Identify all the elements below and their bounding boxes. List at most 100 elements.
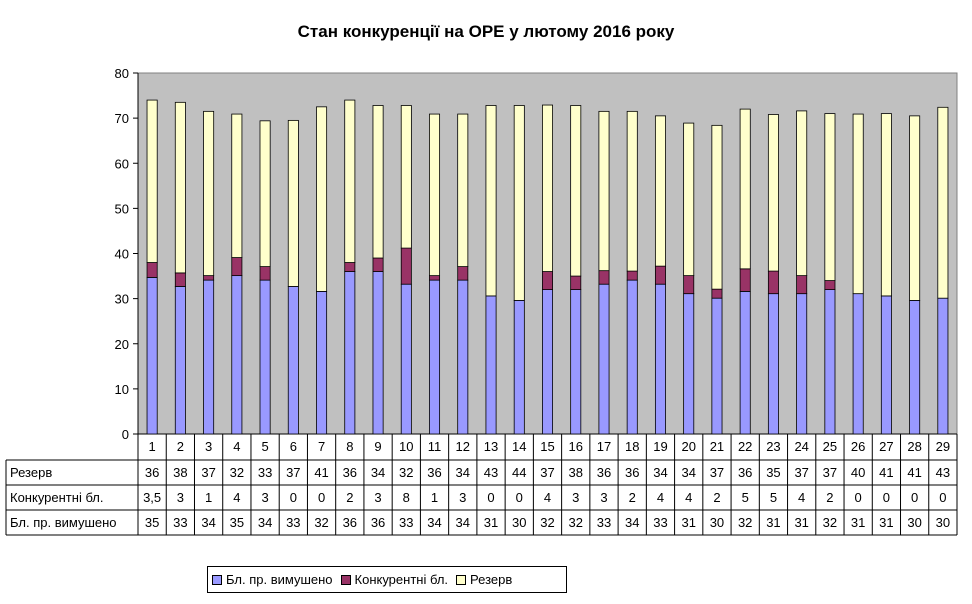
bar-reserve bbox=[146, 99, 158, 263]
data-label: 0 bbox=[487, 490, 494, 505]
bar-reserve bbox=[485, 105, 497, 297]
chart-title: Стан конкуренції на ОРЕ у лютому 2016 ро… bbox=[297, 22, 675, 41]
table-row-label: Конкурентні бл. bbox=[10, 490, 104, 505]
data-label: 35 bbox=[766, 465, 780, 480]
data-label: 34 bbox=[371, 465, 385, 480]
bar-competitive bbox=[203, 275, 215, 281]
bar-competitive bbox=[372, 257, 384, 272]
legend-label-reserve: Резерв bbox=[470, 572, 513, 587]
x-tick-label: 14 bbox=[512, 439, 526, 454]
table-row-label: Резерв bbox=[10, 465, 52, 480]
x-tick-label: 29 bbox=[936, 439, 950, 454]
bar-reserve bbox=[429, 113, 441, 277]
bar-forced bbox=[824, 289, 836, 435]
data-label: 0 bbox=[516, 490, 523, 505]
x-tick-label: 21 bbox=[710, 439, 724, 454]
bar-reserve bbox=[344, 99, 356, 263]
data-label: 43 bbox=[936, 465, 950, 480]
bar-reserve bbox=[654, 115, 666, 267]
x-tick-label: 10 bbox=[399, 439, 413, 454]
bar-reserve bbox=[683, 122, 695, 277]
y-tick-label: 30 bbox=[115, 292, 129, 307]
data-label: 37 bbox=[710, 465, 724, 480]
data-label: 34 bbox=[456, 515, 470, 530]
data-label: 32 bbox=[569, 515, 583, 530]
bar-competitive bbox=[683, 275, 695, 295]
bar-competitive bbox=[344, 262, 356, 272]
bar-forced bbox=[485, 295, 497, 435]
bar-reserve bbox=[570, 105, 582, 277]
table-row-label: Бл. пр. вимушено bbox=[10, 515, 117, 530]
data-label: 2 bbox=[346, 490, 353, 505]
bar-competitive bbox=[231, 257, 243, 277]
data-label: 32 bbox=[823, 515, 837, 530]
bar-forced bbox=[287, 286, 299, 435]
bar-competitive bbox=[570, 275, 582, 291]
data-label: 36 bbox=[625, 465, 639, 480]
data-label: 33 bbox=[173, 515, 187, 530]
data-label: 32 bbox=[738, 515, 752, 530]
data-label: 31 bbox=[794, 515, 808, 530]
y-tick-label: 0 bbox=[122, 427, 129, 442]
bar-forced bbox=[739, 291, 751, 435]
bar-reserve bbox=[287, 119, 299, 287]
bar-forced bbox=[372, 271, 384, 435]
bar-competitive bbox=[174, 272, 186, 287]
bar-reserve bbox=[598, 110, 610, 272]
bar-competitive bbox=[259, 266, 271, 281]
x-tick-label: 27 bbox=[879, 439, 893, 454]
data-label: 4 bbox=[657, 490, 664, 505]
data-label: 36 bbox=[343, 515, 357, 530]
y-tick-label: 60 bbox=[115, 156, 129, 171]
data-label: 2 bbox=[629, 490, 636, 505]
x-tick-label: 17 bbox=[597, 439, 611, 454]
data-label: 33 bbox=[597, 515, 611, 530]
bar-competitive bbox=[429, 275, 441, 281]
bar-forced bbox=[146, 277, 158, 435]
bar-competitive bbox=[739, 268, 751, 292]
bar-reserve bbox=[259, 120, 271, 267]
data-label: 4 bbox=[544, 490, 551, 505]
data-label: 36 bbox=[371, 515, 385, 530]
data-label: 0 bbox=[855, 490, 862, 505]
data-label: 44 bbox=[512, 465, 526, 480]
data-label: 34 bbox=[625, 515, 639, 530]
bar-reserve bbox=[937, 106, 949, 299]
x-tick-label: 25 bbox=[823, 439, 837, 454]
data-label: 35 bbox=[230, 515, 244, 530]
data-label: 33 bbox=[286, 515, 300, 530]
data-label: 8 bbox=[403, 490, 410, 505]
data-label: 1 bbox=[205, 490, 212, 505]
bar-reserve bbox=[739, 108, 751, 270]
bar-forced bbox=[937, 297, 949, 435]
x-tick-label: 4 bbox=[233, 439, 240, 454]
bar-reserve bbox=[542, 104, 553, 272]
x-tick-label: 22 bbox=[738, 439, 752, 454]
bar-reserve bbox=[400, 105, 412, 249]
x-tick-label: 11 bbox=[428, 439, 442, 454]
bar-reserve bbox=[626, 110, 638, 272]
data-label: 0 bbox=[883, 490, 890, 505]
legend-swatch-forced bbox=[212, 574, 222, 585]
data-label: 38 bbox=[173, 465, 187, 480]
bar-reserve bbox=[513, 105, 525, 301]
data-label: 36 bbox=[597, 465, 611, 480]
data-label: 41 bbox=[314, 465, 328, 480]
data-label: 33 bbox=[653, 515, 667, 530]
x-tick-label: 2 bbox=[177, 439, 184, 454]
legend-item-competitive: Конкурентні бл. bbox=[340, 572, 448, 587]
x-tick-label: 13 bbox=[484, 439, 498, 454]
x-tick-label: 1 bbox=[149, 439, 156, 454]
data-label: 3 bbox=[261, 490, 268, 505]
chart-legend: Бл. пр. вимушено Конкурентні бл. Резерв bbox=[207, 566, 567, 593]
bar-competitive bbox=[542, 271, 553, 290]
bar-forced bbox=[542, 289, 553, 435]
bar-forced bbox=[598, 283, 610, 435]
bar-competitive bbox=[457, 266, 469, 281]
data-label: 43 bbox=[484, 465, 498, 480]
x-tick-label: 24 bbox=[794, 439, 808, 454]
data-label: 31 bbox=[484, 515, 498, 530]
bar-forced bbox=[259, 279, 271, 435]
bar-forced bbox=[711, 297, 723, 435]
data-label: 4 bbox=[685, 490, 692, 505]
